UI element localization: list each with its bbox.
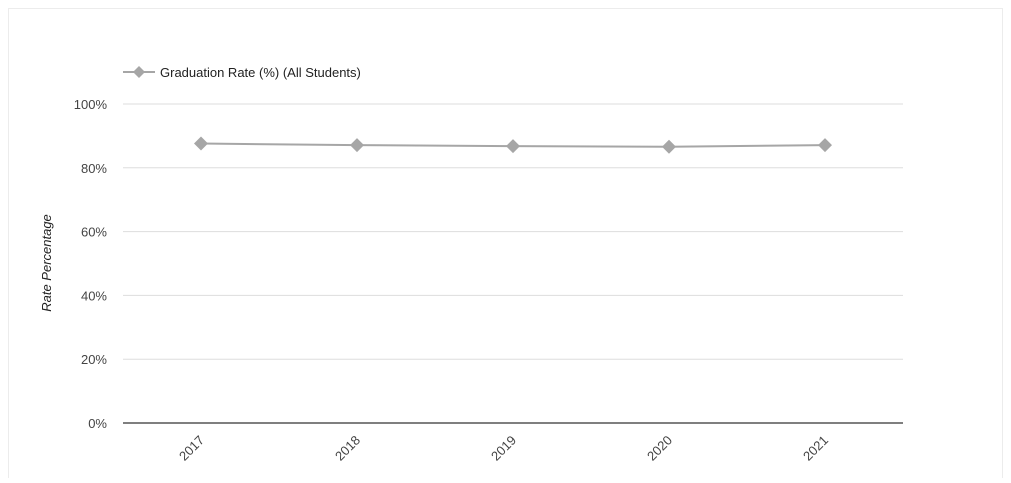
gridlines xyxy=(123,103,903,424)
y-tick-label: 40% xyxy=(81,288,107,303)
x-tick-label: 2021 xyxy=(800,433,831,464)
legend-label: Graduation Rate (%) (All Students) xyxy=(160,65,361,80)
data-point-2018[interactable] xyxy=(350,138,364,153)
y-tick-label: 80% xyxy=(81,161,107,176)
y-tick-label: 100% xyxy=(74,97,108,112)
x-tick-label: 2018 xyxy=(332,433,363,464)
chart-frame xyxy=(8,8,1003,478)
data-point-2020[interactable] xyxy=(662,139,676,154)
x-axis-ticks: 2017 2018 2019 2020 2021 xyxy=(176,433,831,464)
y-tick-label: 60% xyxy=(81,225,107,240)
data-point-2017[interactable] xyxy=(194,136,208,151)
data-point-2021[interactable] xyxy=(818,138,832,153)
y-tick-label: 0% xyxy=(88,416,107,431)
legend[interactable]: Graduation Rate (%) (All Students) xyxy=(123,65,361,80)
series-layer xyxy=(194,136,832,154)
x-tick-label: 2017 xyxy=(176,433,207,464)
data-point-2019[interactable] xyxy=(506,139,520,154)
y-tick-label: 20% xyxy=(81,352,107,367)
x-tick-label: 2019 xyxy=(488,433,519,464)
y-axis-ticks: 0% 20% 40% 60% 80% 100% xyxy=(74,97,108,431)
x-tick-label: 2020 xyxy=(644,433,675,464)
y-axis-title: Rate Percentage xyxy=(39,214,54,312)
legend-diamond-marker-icon xyxy=(133,66,145,78)
